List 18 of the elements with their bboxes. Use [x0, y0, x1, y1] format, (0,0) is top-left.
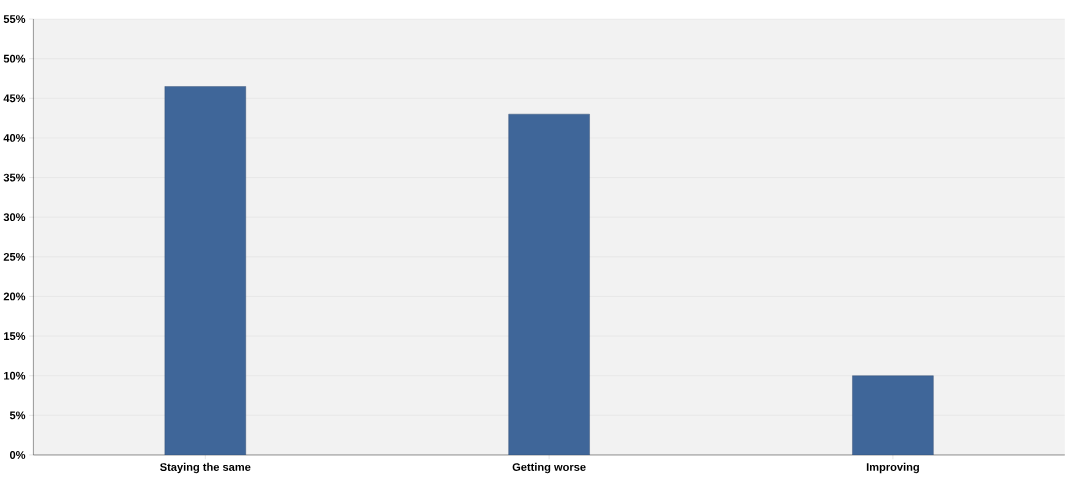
bar — [508, 113, 590, 455]
y-tick-label: 20% — [3, 292, 26, 301]
y-tick-label: 50% — [3, 54, 26, 63]
y-tick-label: 55% — [3, 14, 26, 23]
y-tick-label: 45% — [3, 94, 26, 103]
y-tick-label: 35% — [3, 173, 26, 182]
y-tick-label: 30% — [3, 213, 26, 221]
y-tick-label: 10% — [4, 371, 26, 380]
x-tick-label: Getting worse — [512, 462, 586, 474]
x-tick-label: Improving — [866, 462, 919, 474]
bar — [852, 375, 934, 455]
x-tick-label: Staying the same — [160, 462, 251, 474]
y-tick-label: 40% — [3, 133, 26, 142]
y-tick-label: 15% — [4, 332, 26, 340]
y-tick-label: 5% — [9, 411, 26, 420]
y-tick-label: 25% — [3, 252, 26, 261]
bar — [164, 86, 246, 455]
y-tick-label: 0% — [9, 450, 26, 459]
